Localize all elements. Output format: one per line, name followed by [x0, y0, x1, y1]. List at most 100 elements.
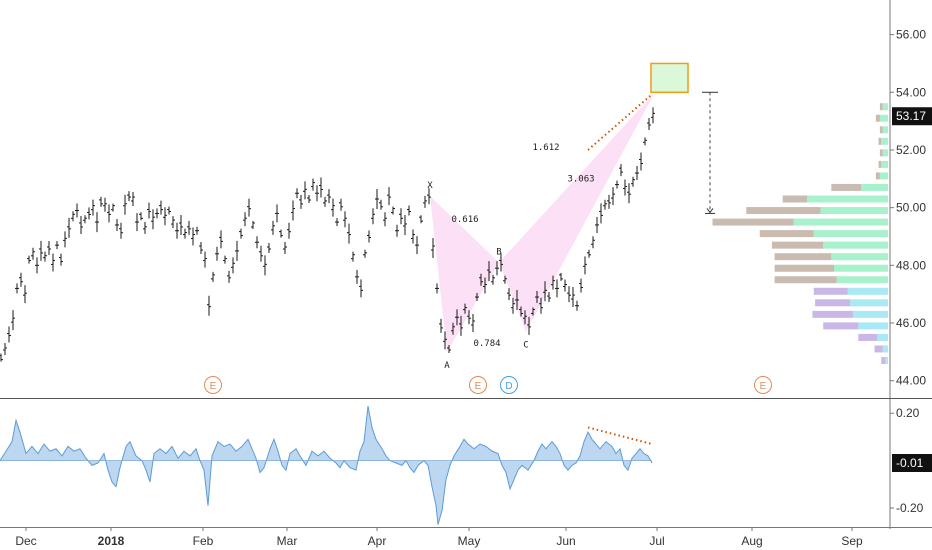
price-bar-94 — [375, 189, 379, 209]
event-badge: E — [210, 381, 217, 392]
price-bar-89 — [355, 269, 359, 284]
price-bar-156 — [623, 179, 627, 196]
time-tick-label: Jun — [556, 534, 575, 548]
price-bar-151 — [603, 199, 607, 210]
event-badge-circle — [500, 376, 518, 394]
price-bar-140 — [559, 272, 563, 281]
volume-profile-down-5 — [878, 160, 882, 168]
time-tick-label: May — [458, 534, 481, 548]
price-bar-30 — [119, 222, 123, 239]
price-bar-1 — [3, 342, 7, 355]
price-bar-29 — [115, 218, 119, 231]
price-bar-17 — [67, 217, 71, 238]
price-bar-106 — [423, 195, 427, 208]
event-badge-circle — [754, 376, 772, 394]
price-bar-49 — [195, 226, 199, 235]
price-bar-55 — [219, 230, 223, 249]
price-bar-14 — [55, 241, 59, 250]
pattern-ratio: 1.612 — [532, 143, 559, 153]
price-bar-54 — [215, 246, 219, 261]
price-bar-107 — [427, 188, 431, 205]
price-bar-32 — [127, 191, 131, 202]
volume-profile-down-16 — [813, 287, 848, 295]
price-bar-71 — [283, 242, 287, 255]
pattern-triangle-bcd — [499, 92, 655, 332]
price-bar-48 — [191, 227, 195, 246]
price-bar-2 — [7, 326, 11, 343]
price-bar-99 — [395, 224, 399, 237]
price-bar-92 — [367, 230, 371, 243]
price-bar-142 — [567, 286, 571, 303]
volume-profile-down-6 — [875, 172, 880, 180]
volume-profile-up-9 — [820, 207, 888, 215]
last-price-label: 53.17 — [896, 109, 926, 123]
volume-profile-up-7 — [861, 183, 888, 191]
price-bar-33 — [131, 192, 135, 206]
price-bar-155 — [619, 164, 623, 177]
pattern-point-c: C — [523, 341, 528, 351]
pattern-ratio: 3.063 — [567, 175, 594, 185]
price-bar-59 — [235, 240, 239, 261]
volume-profile-down-4 — [879, 149, 883, 157]
price-bar-40 — [159, 200, 163, 215]
price-bar-38 — [151, 209, 155, 230]
price-bar-85 — [339, 198, 343, 211]
price-bar-68 — [271, 220, 275, 235]
price-bar-105 — [419, 215, 423, 224]
price-bar-131 — [523, 310, 527, 325]
price-bar-21 — [83, 215, 87, 224]
price-bar-111 — [443, 331, 447, 350]
volume-profile-down-20 — [858, 333, 878, 341]
price-bar-67 — [267, 243, 271, 254]
price-bar-139 — [555, 279, 559, 298]
price-bar-150 — [599, 203, 603, 224]
price-bar-56 — [223, 255, 227, 264]
price-bar-22 — [87, 207, 91, 220]
price-tick-label: 44.00 — [896, 374, 926, 388]
event-badge: D — [505, 381, 512, 392]
price-bar-23 — [91, 199, 95, 216]
price-bar-12 — [47, 241, 51, 256]
price-bar-20 — [79, 215, 83, 234]
price-tick-label: 52.00 — [896, 143, 926, 157]
price-bar-161 — [643, 137, 647, 146]
time-tick-label: Aug — [741, 534, 762, 548]
price-bar-18 — [71, 211, 75, 222]
event-badge-circle — [204, 376, 222, 394]
volume-profile-down-3 — [878, 137, 882, 145]
price-bar-160 — [639, 152, 643, 171]
price-bar-158 — [631, 176, 635, 187]
price-bar-77 — [307, 195, 311, 203]
volume-profile-up-13 — [831, 253, 888, 261]
price-bar-84 — [335, 218, 339, 227]
price-bar-122 — [487, 261, 491, 282]
event-badge: E — [760, 381, 767, 392]
price-bar-64 — [255, 236, 259, 249]
price-bar-162 — [647, 118, 651, 131]
price-bar-145 — [579, 278, 583, 293]
price-bar-31 — [123, 194, 127, 215]
price-bar-154 — [615, 180, 619, 189]
price-bar-138 — [551, 275, 555, 290]
volume-profile-up-11 — [813, 230, 888, 238]
price-bar-28 — [111, 203, 115, 212]
price-bar-114 — [455, 309, 459, 326]
volume-profile-down-15 — [774, 276, 837, 284]
price-bar-146 — [583, 256, 587, 275]
volume-profile-down-12 — [771, 241, 824, 249]
price-bar-58 — [231, 257, 235, 274]
projection-arrowhead — [706, 208, 714, 214]
price-bar-53 — [211, 271, 215, 282]
price-bar-91 — [363, 249, 367, 258]
time-tick-label: Feb — [193, 534, 214, 548]
price-bar-87 — [347, 223, 351, 244]
price-bar-9 — [35, 257, 39, 274]
price-bar-83 — [331, 198, 335, 217]
price-bar-60 — [239, 228, 243, 239]
price-tick-label: 56.00 — [896, 28, 926, 42]
volume-profile-up-3 — [881, 137, 888, 145]
price-tick-label: 48.00 — [896, 258, 926, 272]
price-bar-103 — [411, 229, 415, 244]
